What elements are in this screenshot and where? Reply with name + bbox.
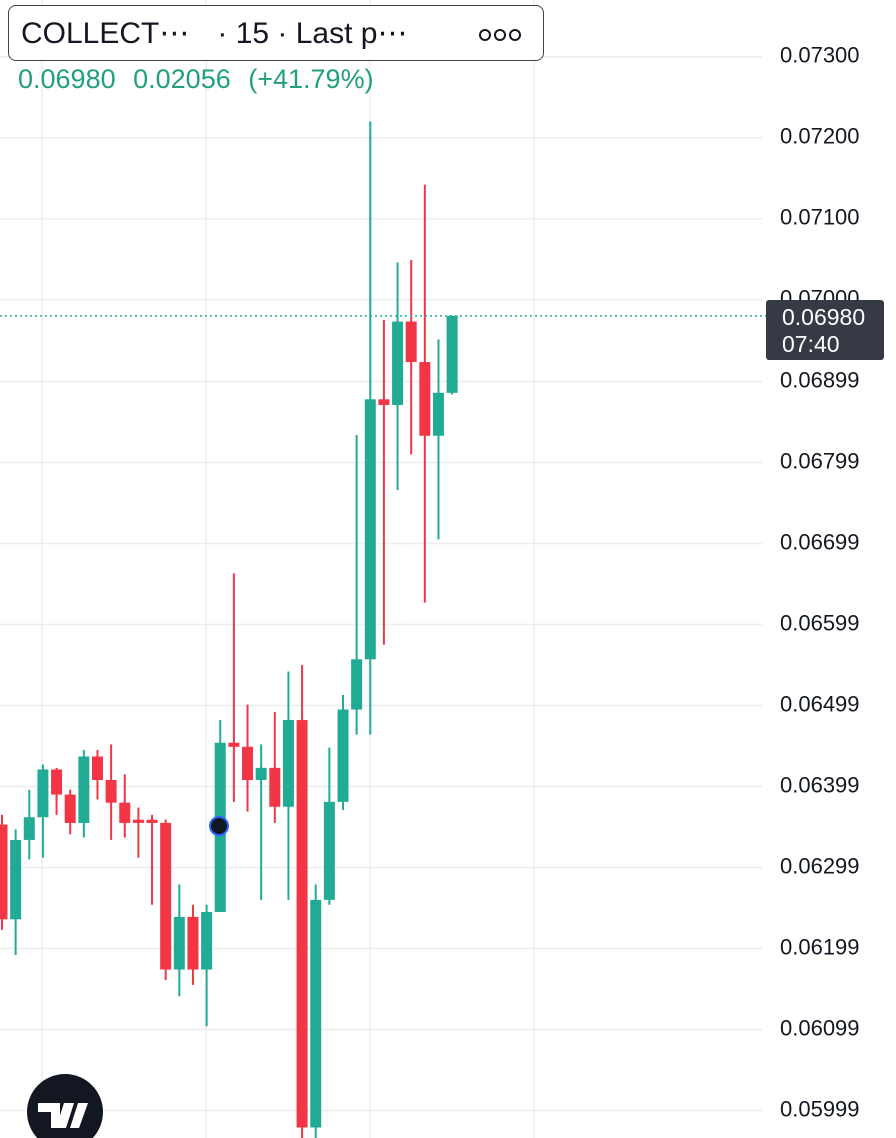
y-tick-label: 0.07300 (780, 43, 860, 68)
candle-body (146, 819, 158, 823)
y-tick-label: 0.06099 (780, 1015, 860, 1040)
candle-body (310, 899, 322, 1128)
change: 0.02056 (133, 64, 231, 94)
candle-body (91, 756, 103, 780)
candle-body (0, 824, 8, 920)
candle-body (173, 916, 185, 970)
candle-body (419, 362, 431, 436)
last-price-label: 0.06980 (782, 304, 866, 330)
candle-body (160, 822, 172, 970)
candle-body (105, 779, 117, 803)
candle-body (132, 819, 144, 823)
candle-body (405, 321, 417, 363)
y-tick-label: 0.06799 (780, 448, 860, 473)
candle-body (378, 399, 390, 405)
candle-body (187, 916, 199, 970)
y-tick-label: 0.07100 (780, 205, 860, 230)
interval: · 15 · Last p⋯ (217, 16, 408, 50)
symbol-header[interactable]: COLLECT⋯ · 15 · Last p⋯ (8, 5, 544, 61)
last-price: 0.06980 (18, 64, 116, 94)
y-tick-label: 0.06499 (780, 691, 860, 716)
y-tick-label: 0.06199 (780, 934, 860, 959)
candle-body (323, 801, 335, 900)
candle-body (351, 659, 363, 710)
more-icon[interactable] (477, 25, 523, 45)
price-axis: 0.073000.072000.071000.070000.068990.067… (780, 43, 860, 1122)
y-tick-label: 0.05999 (780, 1096, 860, 1121)
candle-body (337, 709, 349, 802)
last-price-tag: 0.06980 07:40 (766, 300, 884, 360)
candles (0, 121, 766, 1138)
symbol: COLLECT⋯ (21, 16, 190, 50)
y-tick-label: 0.06299 (780, 853, 860, 878)
countdown: 07:40 (782, 331, 840, 357)
candle-body (64, 794, 76, 823)
change-percent: (+41.79%) (248, 64, 374, 94)
y-tick-label: 0.06899 (780, 367, 860, 392)
candle-body (255, 767, 267, 780)
candle-body (228, 742, 240, 747)
grid (0, 55, 762, 1112)
candle-body (119, 802, 131, 823)
candle-body (392, 321, 404, 405)
candle-body (364, 399, 376, 660)
candle-body (446, 315, 458, 393)
candle-body (282, 720, 294, 807)
candle-body (296, 720, 308, 1128)
candle-body (51, 769, 63, 795)
candle-body (269, 767, 281, 807)
candle-body (78, 756, 90, 823)
candle-body (23, 817, 35, 840)
y-tick-label: 0.06699 (780, 529, 860, 554)
candle-body (201, 912, 213, 970)
price-summary: 0.06980 0.02056 (+41.79%) (18, 64, 384, 95)
candle-body (10, 839, 22, 920)
logo-mark (38, 1103, 88, 1128)
y-tick-label: 0.06599 (780, 610, 860, 635)
candle-body (37, 769, 49, 818)
logo (27, 1074, 103, 1138)
crosshair-marker (209, 816, 229, 836)
y-tick-label: 0.06399 (780, 772, 860, 797)
vertical-grid (41, 0, 535, 1138)
y-tick-label: 0.07200 (780, 124, 860, 149)
candle-body (242, 746, 254, 780)
candle-body (432, 392, 444, 436)
